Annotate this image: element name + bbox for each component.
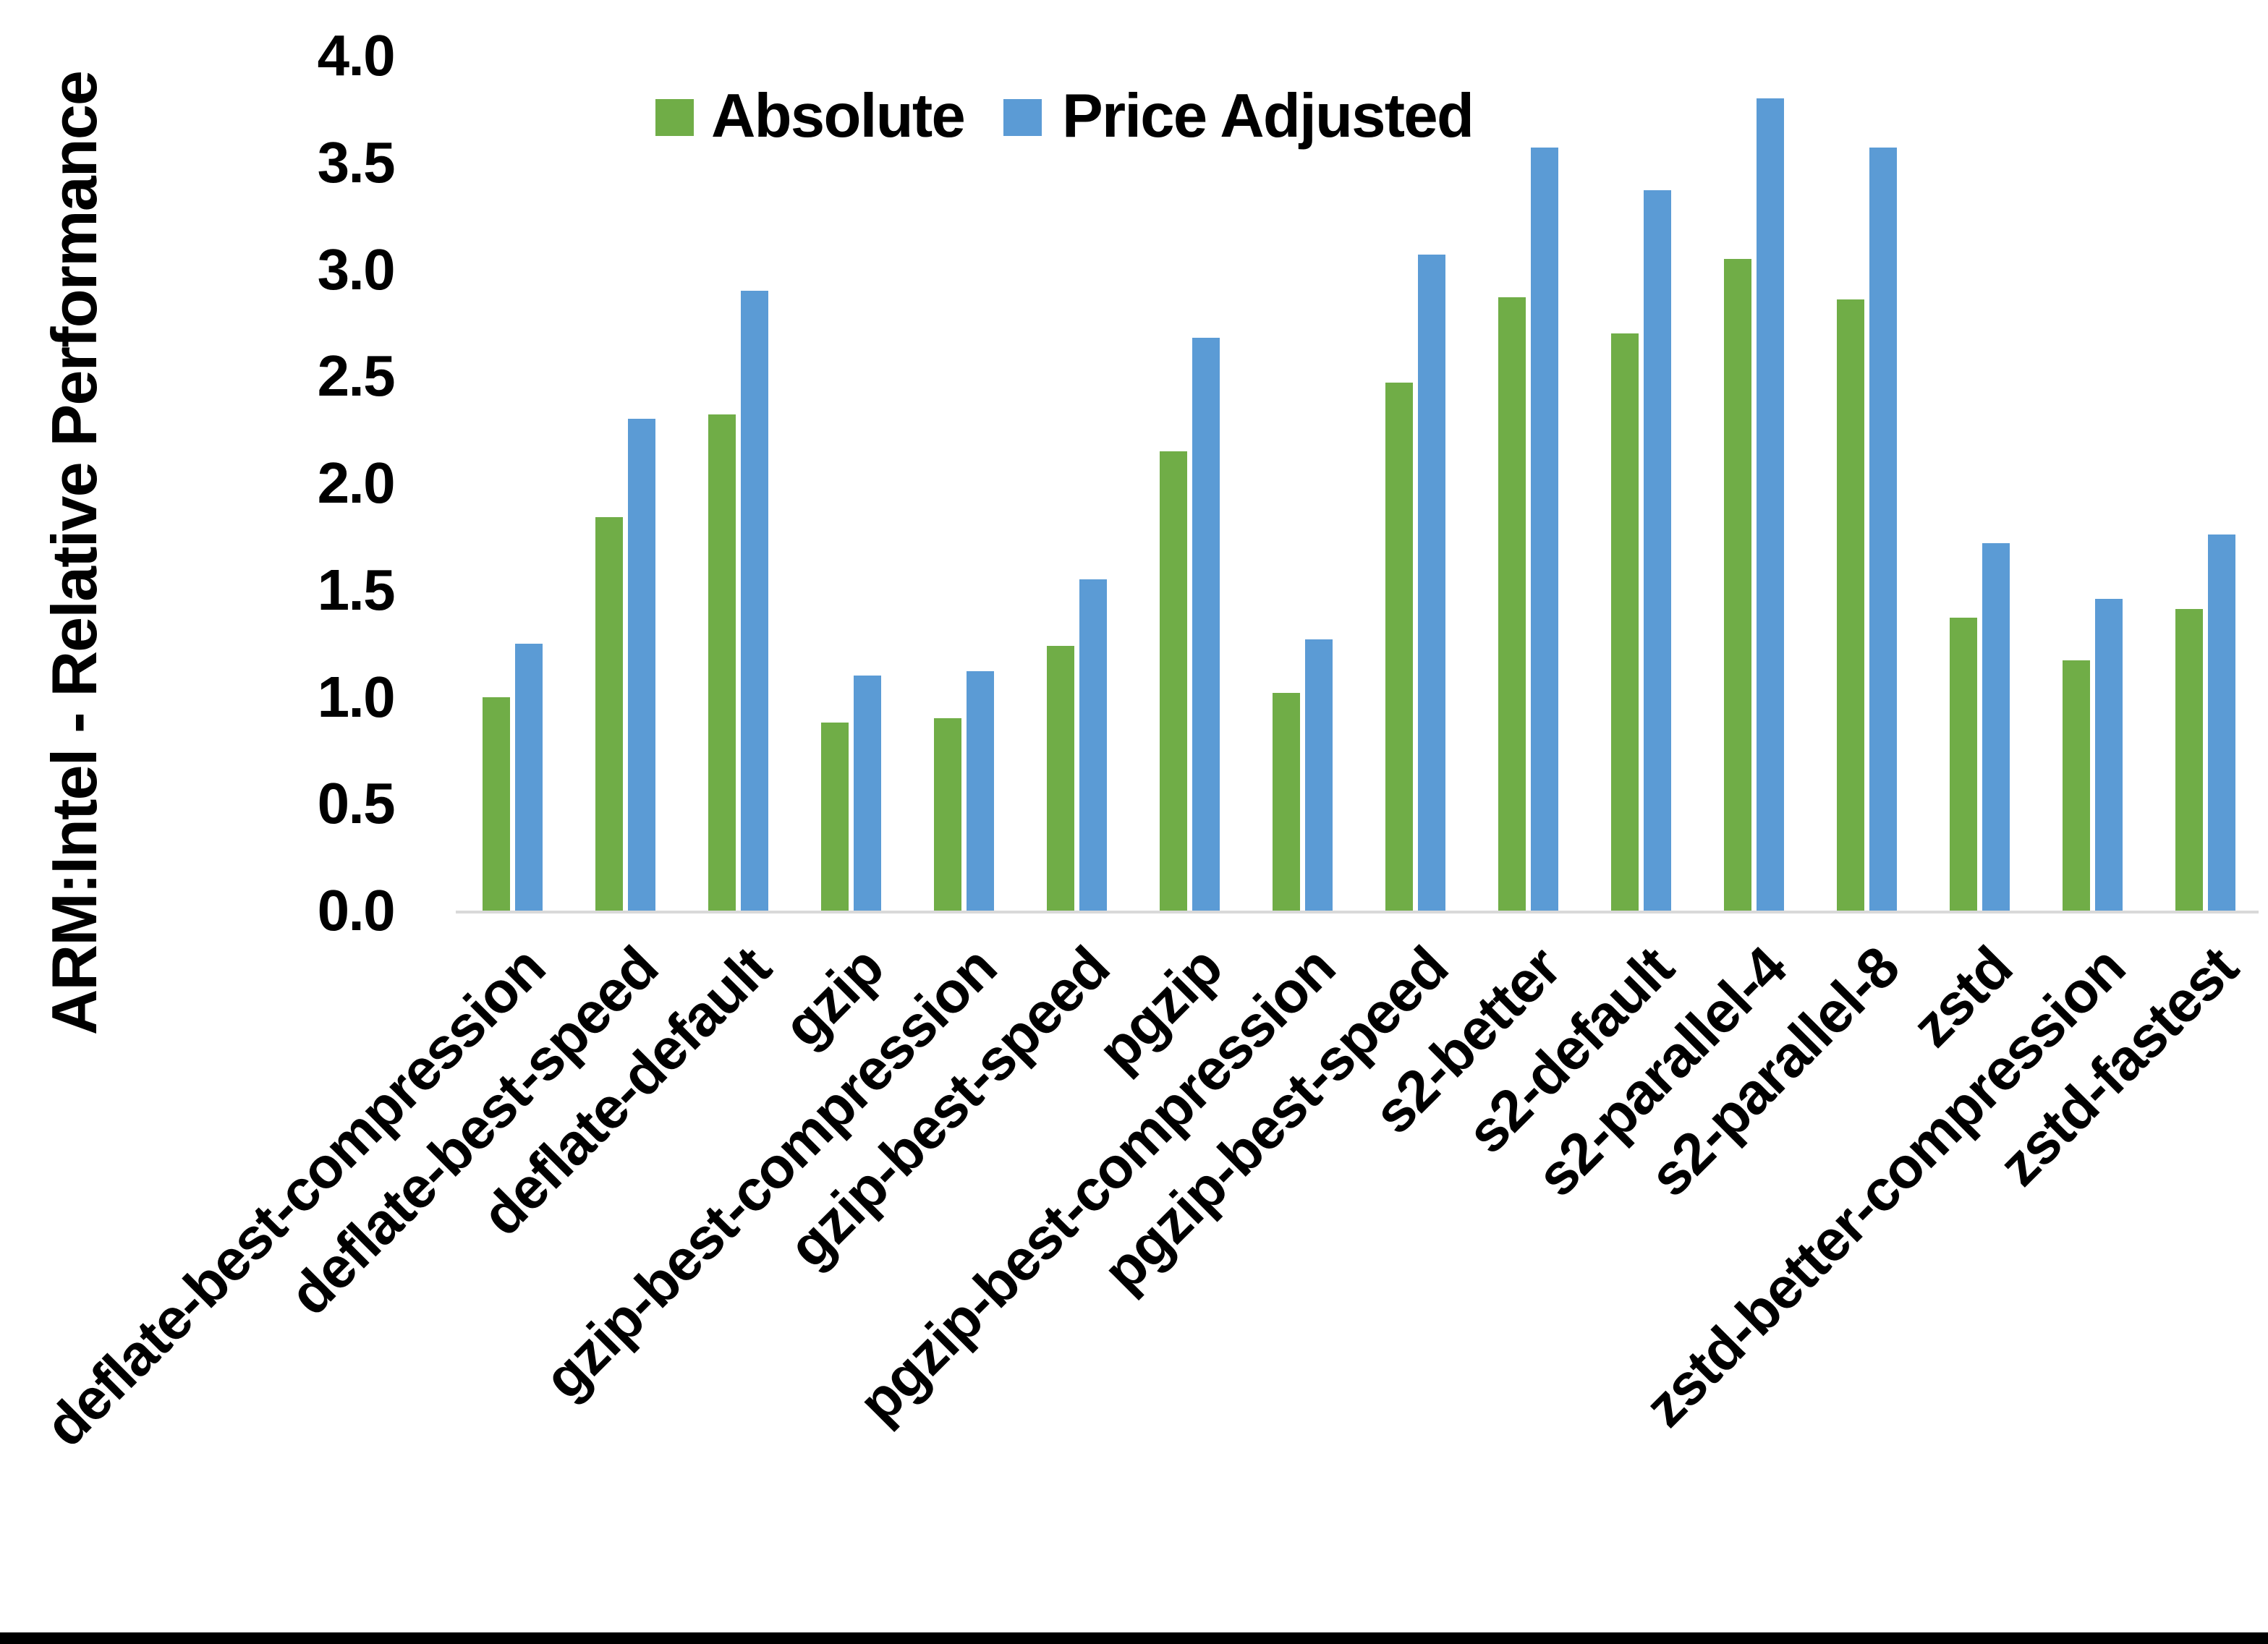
y-tick-label: 0.5 [317,771,396,836]
bar-price-adjusted [1531,148,1558,911]
bar-price-adjusted [515,643,543,911]
bar-price-adjusted [1305,639,1333,911]
bar-price-adjusted [741,291,768,911]
bar-price-adjusted [1644,190,1671,911]
bar-price-adjusted [2095,598,2123,911]
bar-price-adjusted [967,671,994,911]
bar-price-adjusted [1982,542,2010,911]
bar-absolute [821,722,849,911]
bar-absolute [1047,645,1074,911]
x-axis-line [456,911,2259,913]
bar-price-adjusted [628,419,655,911]
y-tick-label: 2.0 [317,451,396,515]
bar-absolute [1498,297,1526,911]
bar-absolute [2175,609,2203,911]
bar-absolute [1385,383,1413,911]
bar-price-adjusted [854,675,881,911]
bar-price-adjusted [1079,579,1107,911]
bar-price-adjusted [1869,148,1897,911]
y-tick-label: 1.0 [317,664,396,729]
bar-absolute [1160,451,1187,911]
legend-label-absolute: Absolute [711,82,966,150]
bar-absolute [1611,333,1639,911]
legend-swatch-price-adjusted [1003,99,1042,136]
y-axis-title: ARM:Intel - Relative Performance [38,71,110,1036]
bar-absolute [1273,692,1300,911]
y-tick-label: 3.0 [317,237,396,302]
legend-swatch-absolute [655,99,694,136]
y-tick-label: 0.0 [317,878,396,942]
bar-price-adjusted [1192,338,1220,911]
y-tick-label: 2.5 [317,344,396,409]
legend-label-price-adjusted: Price Adjusted [1062,82,1474,150]
bar-price-adjusted [1418,254,1445,911]
bar-absolute [2063,660,2090,911]
y-tick-label: 1.5 [317,557,396,622]
y-tick-label: 3.5 [317,129,396,195]
bar-price-adjusted [2208,534,2235,911]
bar-absolute [483,697,510,911]
bottom-border [0,1632,2268,1644]
bar-absolute [1724,258,1751,911]
bar-absolute [708,414,736,911]
bar-absolute [1950,618,1977,911]
bar-absolute [1837,299,1864,911]
y-tick-label: 4.0 [317,23,396,88]
bar-price-adjusted [1757,98,1784,911]
bar-absolute [934,718,961,911]
bar-absolute [595,517,623,911]
